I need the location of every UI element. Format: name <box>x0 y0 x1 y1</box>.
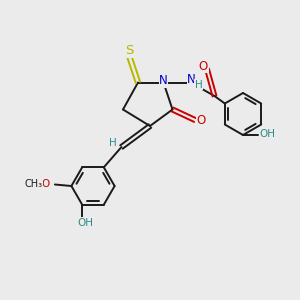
Text: O: O <box>199 59 208 73</box>
Text: H: H <box>195 80 203 90</box>
Text: S: S <box>125 44 133 58</box>
Text: O: O <box>196 114 206 127</box>
Text: H: H <box>109 138 117 148</box>
Text: N: N <box>159 74 168 88</box>
Text: N: N <box>187 73 196 86</box>
Text: O: O <box>42 179 50 189</box>
Text: OH: OH <box>260 129 276 140</box>
Text: OH: OH <box>77 218 93 228</box>
Text: CH₃: CH₃ <box>25 179 43 189</box>
